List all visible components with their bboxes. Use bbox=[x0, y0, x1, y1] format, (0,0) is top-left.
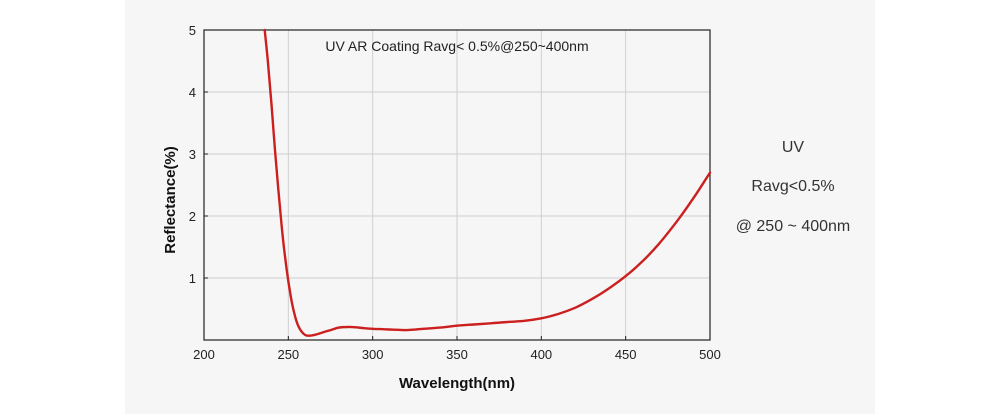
y-tick-label: 4 bbox=[189, 85, 196, 100]
x-tick-label: 200 bbox=[193, 347, 215, 362]
chart-title: UV AR Coating Ravg< 0.5%@250~400nm bbox=[325, 38, 588, 54]
x-tick-label: 450 bbox=[615, 347, 637, 362]
y-tick-label: 5 bbox=[189, 23, 196, 38]
side-note-line-1: UV bbox=[781, 139, 805, 156]
y-axis-ticks: 1 2 3 4 5 bbox=[189, 23, 208, 286]
figure-panel bbox=[125, 0, 875, 414]
x-axis-ticks: 200 250 300 350 400 450 500 bbox=[193, 336, 721, 362]
y-tick-label: 2 bbox=[189, 209, 196, 224]
x-tick-label: 300 bbox=[362, 347, 384, 362]
y-tick-label: 1 bbox=[189, 271, 196, 286]
side-note-line-3: @ 250 ~ 400nm bbox=[735, 218, 851, 235]
x-tick-label: 400 bbox=[530, 347, 552, 362]
x-axis-label: Wavelength(nm) bbox=[399, 375, 515, 392]
x-tick-label: 500 bbox=[699, 347, 721, 362]
y-axis-label: Reflectance(%) bbox=[162, 146, 179, 254]
reflectance-curve bbox=[263, 28, 712, 337]
side-note-line-2: Ravg<0.5% bbox=[751, 178, 835, 195]
grid-lines bbox=[204, 30, 710, 340]
x-tick-label: 350 bbox=[446, 347, 468, 362]
x-tick-label: 250 bbox=[277, 347, 299, 362]
y-tick-label: 3 bbox=[189, 147, 196, 162]
